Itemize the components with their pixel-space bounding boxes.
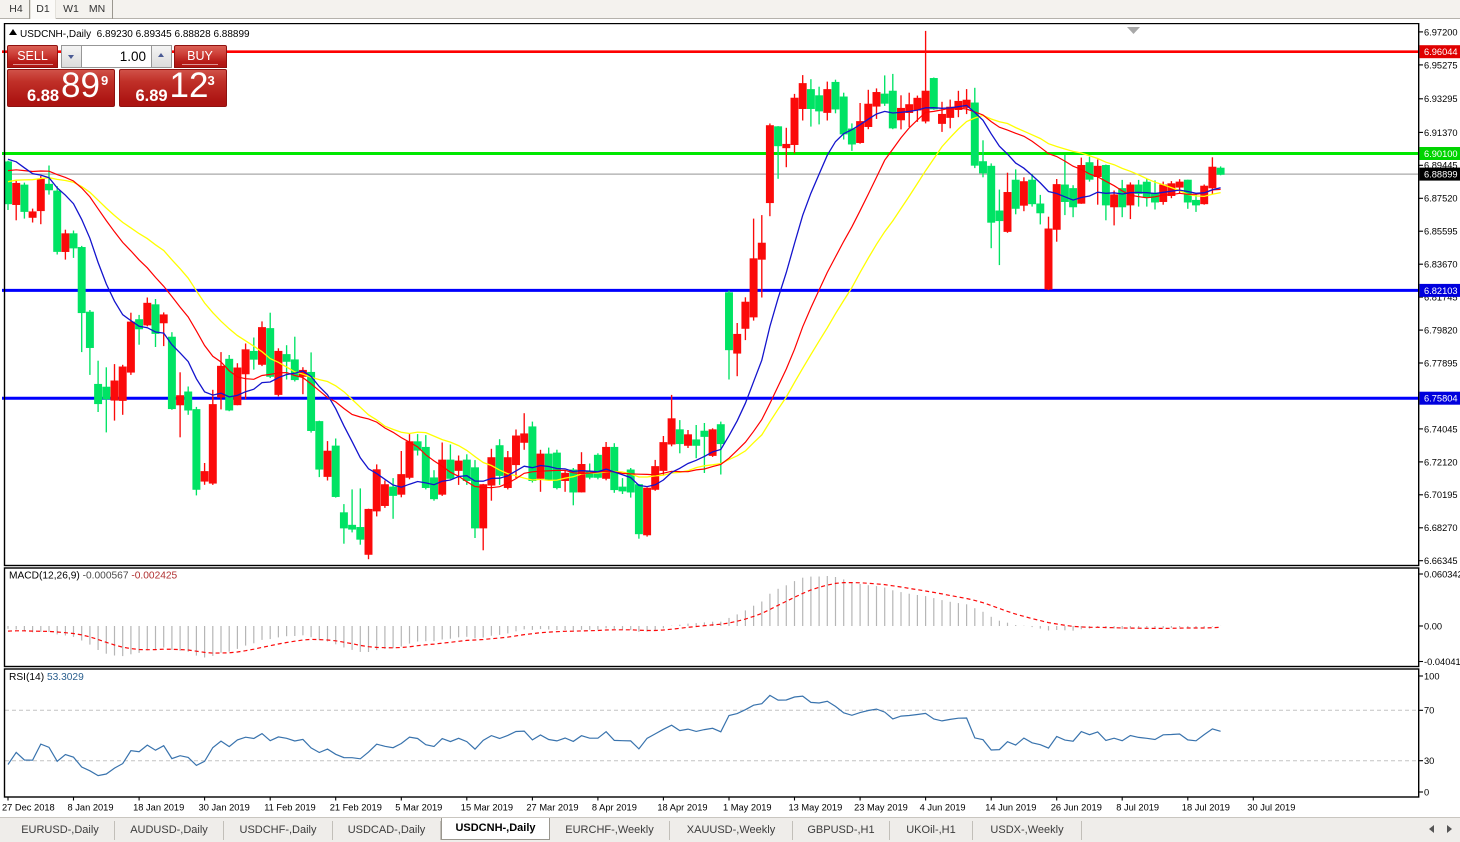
svg-text:MACD(12,26,9) -0.000567 -0.002: MACD(12,26,9) -0.000567 -0.002425 xyxy=(9,571,178,582)
svg-text:18 Jan 2019: 18 Jan 2019 xyxy=(133,803,184,813)
svg-text:6.68270: 6.68270 xyxy=(1424,523,1458,533)
svg-text:6.66345: 6.66345 xyxy=(1424,556,1458,566)
svg-text:27 Mar 2019: 27 Mar 2019 xyxy=(526,803,578,813)
svg-text:100: 100 xyxy=(1424,671,1440,681)
svg-text:27 Dec 2018: 27 Dec 2018 xyxy=(2,803,55,813)
svg-text:6.75804: 6.75804 xyxy=(1424,394,1458,404)
svg-text:6.96044: 6.96044 xyxy=(1424,47,1458,57)
svg-text:RSI(14) 53.3029: RSI(14) 53.3029 xyxy=(9,672,84,683)
svg-text:6.74045: 6.74045 xyxy=(1424,424,1458,434)
svg-text:6.93295: 6.93295 xyxy=(1424,94,1458,104)
svg-text:6.79820: 6.79820 xyxy=(1424,326,1458,336)
svg-text:23 May 2019: 23 May 2019 xyxy=(854,803,908,813)
svg-text:14 Jun 2019: 14 Jun 2019 xyxy=(985,803,1036,813)
svg-text:18 Jul 2019: 18 Jul 2019 xyxy=(1182,803,1230,813)
svg-text:6.88899: 6.88899 xyxy=(1424,170,1458,180)
svg-text:6.72120: 6.72120 xyxy=(1424,457,1458,467)
svg-text:8 Jan 2019: 8 Jan 2019 xyxy=(68,803,114,813)
svg-text:6.77895: 6.77895 xyxy=(1424,358,1458,368)
svg-text:26 Jun 2019: 26 Jun 2019 xyxy=(1051,803,1102,813)
svg-text:18 Apr 2019: 18 Apr 2019 xyxy=(657,803,707,813)
svg-text:6.90100: 6.90100 xyxy=(1424,149,1458,159)
svg-text:0.00: 0.00 xyxy=(1424,621,1442,631)
svg-text:0: 0 xyxy=(1424,787,1429,797)
svg-text:4 Jun 2019: 4 Jun 2019 xyxy=(920,803,966,813)
svg-text:1 May 2019: 1 May 2019 xyxy=(723,803,772,813)
svg-text:6.87520: 6.87520 xyxy=(1424,194,1458,204)
svg-text:6.70195: 6.70195 xyxy=(1424,490,1458,500)
svg-text:6.82103: 6.82103 xyxy=(1424,286,1458,296)
svg-text:6.91370: 6.91370 xyxy=(1424,128,1458,138)
svg-text:15 Mar 2019: 15 Mar 2019 xyxy=(461,803,513,813)
svg-text:13 May 2019: 13 May 2019 xyxy=(789,803,843,813)
svg-text:6.85595: 6.85595 xyxy=(1424,227,1458,237)
svg-text:8 Apr 2019: 8 Apr 2019 xyxy=(592,803,637,813)
svg-text:-0.04041: -0.04041 xyxy=(1424,657,1460,667)
svg-text:30 Jul 2019: 30 Jul 2019 xyxy=(1247,803,1295,813)
svg-text:6.95275: 6.95275 xyxy=(1424,60,1458,70)
svg-text:11 Feb 2019: 11 Feb 2019 xyxy=(264,803,316,813)
svg-text:70: 70 xyxy=(1424,706,1434,716)
svg-text:6.83670: 6.83670 xyxy=(1424,260,1458,270)
svg-text:30: 30 xyxy=(1424,756,1434,766)
svg-text:6.89445: 6.89445 xyxy=(1424,161,1458,171)
svg-text:6.81745: 6.81745 xyxy=(1424,293,1458,303)
svg-text:21 Feb 2019: 21 Feb 2019 xyxy=(330,803,382,813)
svg-text:30 Jan 2019: 30 Jan 2019 xyxy=(199,803,250,813)
svg-text:8 Jul 2019: 8 Jul 2019 xyxy=(1116,803,1159,813)
svg-text:0.060342: 0.060342 xyxy=(1424,569,1460,579)
svg-text:5 Mar 2019: 5 Mar 2019 xyxy=(395,803,442,813)
svg-text:6.97200: 6.97200 xyxy=(1424,27,1458,37)
